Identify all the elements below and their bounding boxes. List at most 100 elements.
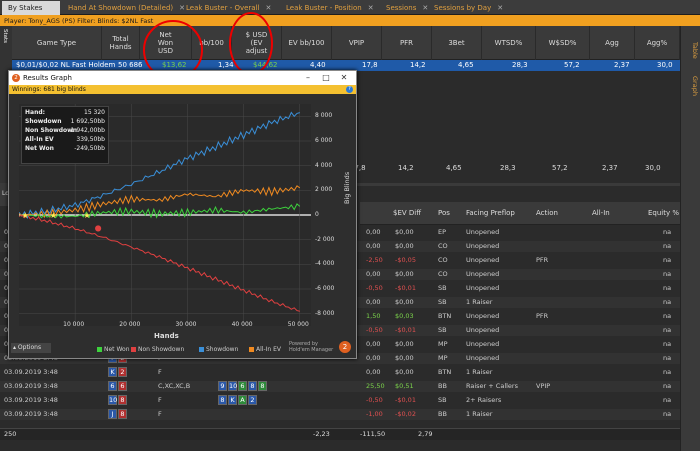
cell-net-usd: $0,51 — [395, 382, 414, 390]
cell-wsd: 57,2 — [564, 61, 580, 69]
col-pos[interactable]: Pos — [438, 209, 450, 217]
cell-net-usd: -$0,01 — [395, 284, 416, 292]
filter-bar[interactable]: Player: Tony_AGS (PS) Filter: Blinds: $2… — [0, 15, 700, 26]
col-3bet[interactable]: 3Bet — [432, 26, 482, 60]
cell-facing: 1 Raiser — [466, 368, 493, 376]
cell-net-usd: $0,00 — [395, 340, 414, 348]
close-icon[interactable]: ✕ — [367, 4, 374, 12]
tab-sessions[interactable]: Sessions ✕ — [380, 1, 429, 15]
cell-facing: Raiser + Callers — [466, 382, 518, 390]
close-icon[interactable]: ✕ — [179, 4, 186, 12]
board-card: 10 — [228, 381, 238, 391]
col-wsd[interactable]: W$SD% — [536, 26, 590, 60]
options-button[interactable]: ▴ Options — [11, 343, 51, 353]
col-wtsd[interactable]: WTSD% — [482, 26, 536, 60]
table-footer: 250 -2,23 -111,50 2,79 — [0, 428, 680, 440]
marker-icon: ● — [95, 223, 102, 232]
cell-net-bb: 0,00 — [366, 270, 381, 278]
cell-equity: na — [663, 228, 672, 236]
col-all-in[interactable]: All-In — [592, 209, 610, 217]
cell-net-bb: -0,50 — [366, 326, 383, 334]
cell-net-bb: 1,50 — [366, 312, 381, 320]
winnings-bar: Winnings: 681 big blinds — [9, 85, 356, 94]
window-title[interactable]: 2 Results Graph – □ ✕ — [9, 71, 356, 85]
cell-net-bb: -0,50 — [366, 396, 383, 404]
legend-item[interactable]: All-In EV — [249, 346, 281, 353]
y-axis-label: Big Blinds — [343, 171, 351, 204]
maximize-icon[interactable]: □ — [322, 73, 330, 82]
stat-row: Net Won -249,50bb — [25, 145, 105, 154]
cell-net-bb: 0,00 — [366, 242, 381, 250]
col-ev-bb100[interactable]: EV bb/100 — [282, 26, 332, 60]
cell-equity: na — [663, 256, 672, 264]
tab-table[interactable]: Table — [691, 42, 699, 59]
sum-pfr: 14,2 — [398, 164, 414, 172]
legend-item[interactable]: Showdown — [199, 346, 238, 353]
col-facing-preflop[interactable]: Facing Preflop — [466, 209, 515, 217]
tab-by-stakes[interactable]: By Stakes — [2, 1, 60, 15]
col-game-type[interactable]: Game Type — [12, 26, 102, 60]
cell-facing: Unopened — [466, 256, 500, 264]
tab-graph[interactable]: Graph — [691, 76, 699, 96]
col-total-hands[interactable]: Total Hands — [102, 26, 140, 60]
col-equity[interactable]: Equity % — [648, 209, 680, 217]
cell-facing: Unopened — [466, 284, 500, 292]
footer-count: 250 — [4, 430, 17, 438]
cell-agg-pct: 30,0 — [657, 61, 673, 69]
cell-equity: na — [663, 354, 672, 362]
cell-facing: 1 Raiser — [466, 298, 493, 306]
y-tick-label: -2 000 — [315, 235, 335, 243]
cell-net-bb: 0,00 — [366, 340, 381, 348]
minimize-icon[interactable]: – — [306, 73, 310, 82]
help-icon[interactable]: ? — [346, 86, 353, 93]
cell-bb100: 1,34 — [218, 61, 234, 69]
tab-leak-buster-overall[interactable]: Leak Buster - Overall ✕ — [180, 1, 278, 15]
marker-icon: ★ — [50, 211, 57, 220]
close-icon[interactable]: ✕ — [265, 4, 272, 12]
legend-item[interactable]: Net Won — [97, 346, 130, 353]
col-vpip[interactable]: VPIP — [332, 26, 382, 60]
cell-wtsd: 28,3 — [512, 61, 528, 69]
col-agg-pct[interactable]: Agg% — [635, 26, 680, 60]
footer-b: -111,50 — [360, 430, 386, 438]
sum-agg-pct: 30,0 — [645, 164, 661, 172]
stats-box: Hand: 15 320 Showdown 1 692,50bb Non Showdow… — [21, 106, 109, 164]
cell-equity: na — [663, 410, 672, 418]
tab-leak-buster-position[interactable]: Leak Buster - Position ✕ — [280, 1, 378, 15]
col-ev-diff[interactable]: $EV Diff — [393, 209, 422, 217]
options-label: Options — [17, 344, 42, 351]
legend-label: Showdown — [206, 346, 239, 353]
cell-pos: SB — [438, 396, 447, 404]
legend-label: Non Showdown — [138, 346, 185, 353]
col-agg[interactable]: Agg — [590, 26, 635, 60]
results-graph-window[interactable]: 2 Results Graph – □ ✕ Winnings: 681 big … — [8, 70, 357, 359]
tab-label: Sessions — [386, 4, 417, 12]
cell-net-usd: $0,00 — [395, 368, 414, 376]
marker-icon: ★ — [83, 211, 90, 220]
stat-key: Showdown — [25, 118, 62, 125]
close-icon[interactable]: ✕ — [340, 73, 348, 82]
sum-vpip: 17,8 — [350, 164, 366, 172]
col-pfr[interactable]: PFR — [382, 26, 432, 60]
tab-label: By Stakes — [8, 4, 43, 12]
cell-equity: na — [663, 298, 672, 306]
tab-hand-at-showdown[interactable]: Hand At Showdown (Detailed) ✕ — [62, 1, 185, 15]
table-row[interactable]: 03.09.2019 3:48-$0,01-0,50$0,00SB2+ Rais… — [0, 395, 680, 406]
cell-net-bb: 0,00 — [366, 228, 381, 236]
col-action[interactable]: Action — [536, 209, 558, 217]
cell-net-usd: $0,00 — [395, 242, 414, 250]
cell-equity: na — [663, 340, 672, 348]
tab-sessions-by-day[interactable]: Sessions by Day ✕ — [428, 1, 503, 15]
cell-pos: BB — [438, 382, 447, 390]
close-icon[interactable]: ✕ — [497, 4, 504, 12]
legend-label: All-In EV — [256, 346, 281, 353]
cell-net-usd: -$0,01 — [395, 396, 416, 404]
y-tick-label: 0 — [315, 211, 319, 218]
cell-equity: na — [663, 382, 672, 390]
legend-item[interactable]: Non Showdown — [131, 346, 184, 353]
close-icon[interactable]: ✕ — [422, 4, 429, 12]
stats-table-header: Game Type Total Hands Net Won USD bb/100… — [12, 26, 680, 60]
